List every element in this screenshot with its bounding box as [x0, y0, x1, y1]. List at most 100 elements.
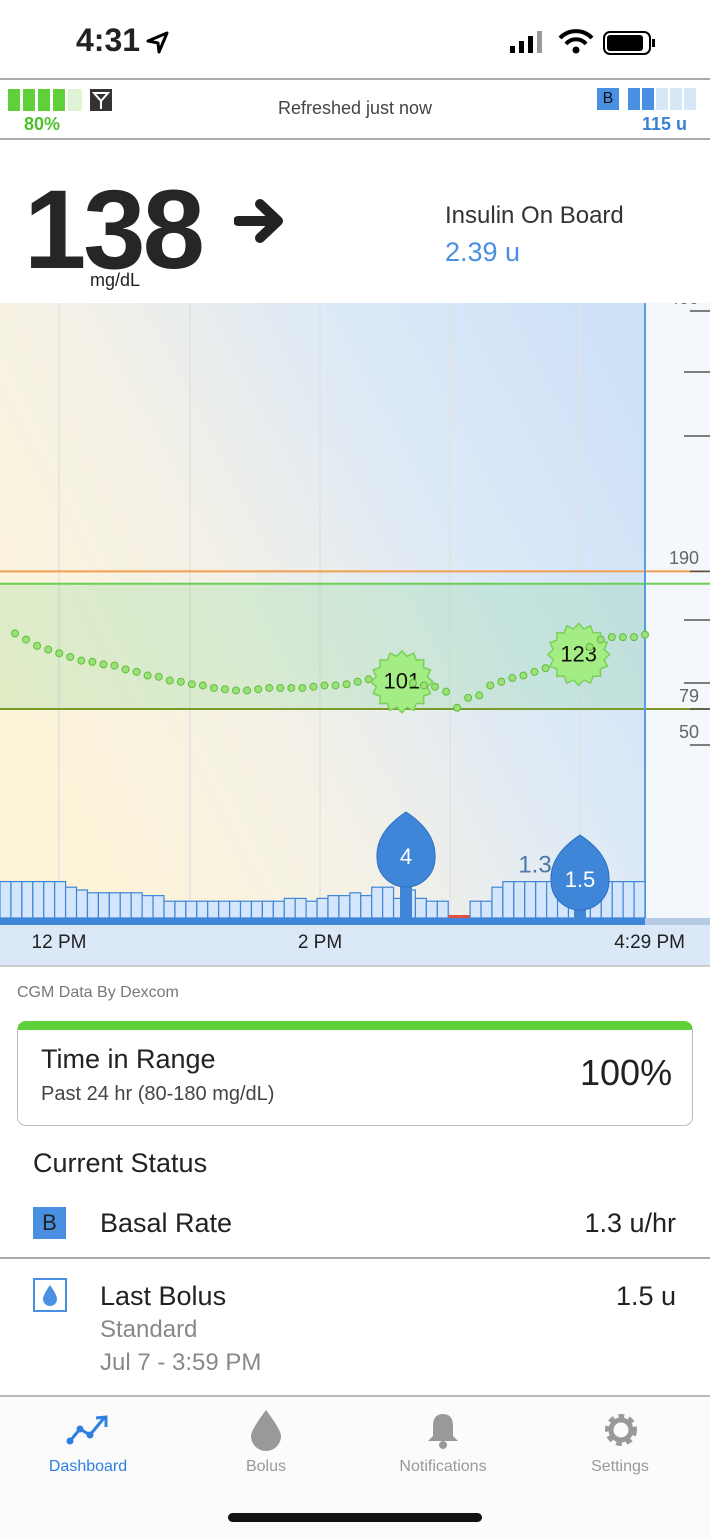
glucose-dot — [254, 685, 263, 694]
reservoir: 115 u — [642, 114, 688, 134]
glucose-dot — [419, 681, 428, 690]
basal-value: 1.3 u/hr — [584, 1208, 676, 1238]
glucose-unit: mg/dL — [90, 270, 141, 290]
basal-bar — [75, 889, 89, 919]
time-in-range-card[interactable] — [17, 1021, 693, 1126]
tir-subtitle: Past 24 hr (80-180 mg/dL) — [41, 1083, 275, 1105]
basal-bar — [108, 892, 121, 919]
glucose-dot — [641, 630, 649, 639]
basal-bar — [294, 897, 307, 919]
status-icons — [510, 29, 655, 55]
glucose-dot — [364, 675, 373, 684]
basal-bar — [141, 894, 154, 919]
bolus-type: Standard — [100, 1316, 198, 1343]
basal-bar — [196, 900, 209, 919]
glucose-dot — [298, 683, 307, 692]
glucose-dot — [475, 691, 484, 700]
basal-bar — [163, 900, 176, 919]
tab-label[interactable]: Bolus — [245, 1458, 287, 1475]
basal-bar — [305, 900, 318, 919]
basal-bar — [480, 900, 493, 919]
basal-bar — [185, 900, 198, 919]
dashboard-icon — [66, 1415, 108, 1445]
glucose-dot — [464, 693, 473, 702]
basal-bar — [633, 880, 646, 919]
glucose-dot — [408, 679, 417, 687]
glucose-dot — [198, 681, 207, 690]
basal-bar — [261, 900, 274, 919]
glucose-dot — [132, 667, 141, 676]
basal-suspend — [459, 915, 471, 918]
glucose-dot — [519, 671, 528, 680]
pump-battery-icon — [8, 89, 112, 111]
reservoir-icon — [628, 88, 696, 110]
basal-bar — [130, 892, 143, 919]
trend-arrow — [234, 199, 283, 243]
glucose-dot — [232, 686, 241, 695]
basal-bar — [152, 894, 165, 919]
iob-value: 2.39 u — [445, 237, 521, 267]
glucose-dot — [508, 674, 517, 683]
basal-bar — [502, 880, 515, 919]
basal-bar — [218, 900, 231, 919]
home-indicator — [228, 1513, 482, 1522]
pump-battery: 80% — [24, 114, 61, 134]
bolus-date: Jul 7 - 3:59 PM — [100, 1349, 262, 1376]
basal-bar — [239, 900, 253, 919]
basal-bar — [611, 880, 624, 919]
pump-bar — [0, 78, 710, 140]
x-tick-label: 2 PM — [298, 932, 342, 953]
basal-bar — [436, 900, 449, 919]
glucose-dot — [353, 677, 362, 686]
tab-label[interactable]: Settings — [591, 1458, 649, 1475]
x-tick-label: 12 PM — [32, 932, 87, 953]
basal-bar — [86, 892, 99, 919]
basal-bar — [338, 894, 351, 919]
glucose-dot — [585, 643, 594, 652]
glucose-dot — [88, 657, 97, 666]
glucose-dot — [209, 683, 218, 692]
glucose-dot — [243, 686, 252, 695]
bolus-label: 4 — [400, 844, 412, 869]
basal-bar — [382, 886, 395, 919]
y-tick-label: 190 — [669, 548, 699, 568]
basal-icon: B — [597, 88, 619, 110]
glucose-dot — [530, 667, 539, 676]
basal-bar — [0, 880, 12, 919]
cgm-source: CGM Data By Dexcom — [17, 984, 179, 1001]
glucose-dot — [110, 661, 119, 670]
tab-label[interactable]: Dashboard — [48, 1458, 128, 1475]
glucose-dot — [287, 683, 296, 692]
basal-bar — [97, 892, 110, 919]
basal-bar — [316, 897, 329, 919]
glucose-dot — [265, 683, 274, 692]
basal-bar — [491, 886, 504, 919]
y-tick-label: 50 — [679, 722, 699, 742]
bolus-value: 1.5 u — [615, 1281, 676, 1311]
refresh-status: Refreshed just now — [277, 98, 433, 118]
settings-icon — [605, 1414, 637, 1446]
glucose-dot — [607, 633, 616, 642]
glucose-dot — [309, 682, 318, 691]
glucose-dot — [486, 681, 495, 690]
glucose-dot — [431, 682, 439, 691]
tir-title: Time in Range — [41, 1044, 216, 1074]
tab-label[interactable]: Notifications — [399, 1458, 487, 1475]
glucose-dot — [66, 652, 75, 661]
basal-bar — [524, 880, 537, 919]
divider — [0, 965, 710, 967]
glucose-dot — [596, 635, 605, 644]
glucose-dot — [276, 683, 285, 692]
glucose-dot — [165, 676, 174, 685]
y-tick-label: 400 — [669, 303, 699, 308]
basal-bar — [250, 900, 263, 919]
basal-label: 1.3 — [518, 851, 551, 878]
glucose-dot — [55, 649, 64, 658]
glucose-dot — [331, 681, 340, 690]
basal-row-icon: B — [33, 1207, 66, 1239]
glucose-dot — [11, 629, 19, 638]
glucose-dot — [22, 635, 31, 644]
basal-bar — [513, 880, 526, 919]
basal-bar — [174, 900, 187, 919]
